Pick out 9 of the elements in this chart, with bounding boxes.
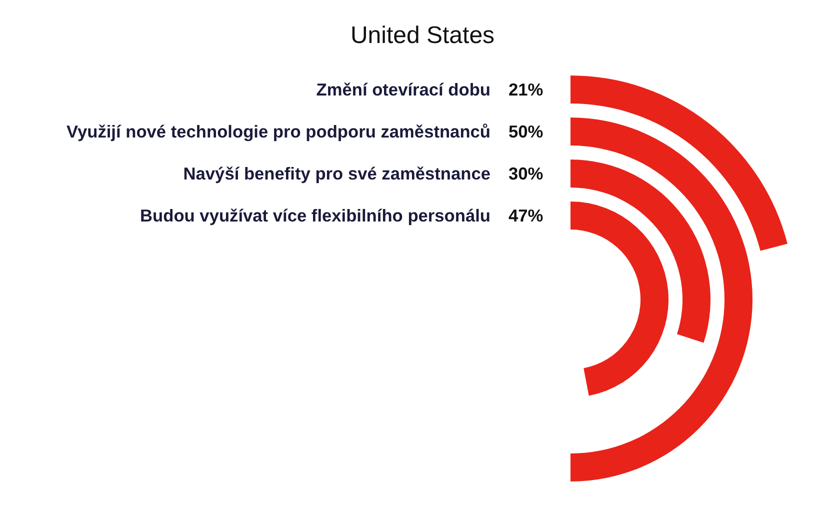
data-label: 21% (508, 80, 544, 100)
category-label: Navýší benefity pro své zaměstnance (183, 164, 491, 184)
category-label: Změní otevírací dobu (316, 80, 491, 100)
data-label: 47% (508, 206, 544, 226)
category-label: Využijí nové technologie pro podporu zaměstnanců (66, 122, 491, 142)
data-label: 30% (508, 164, 544, 184)
data-label: 50% (508, 122, 544, 142)
text: United States (350, 22, 495, 49)
category-label: Budou využívat více flexibilního personálu (140, 206, 491, 226)
